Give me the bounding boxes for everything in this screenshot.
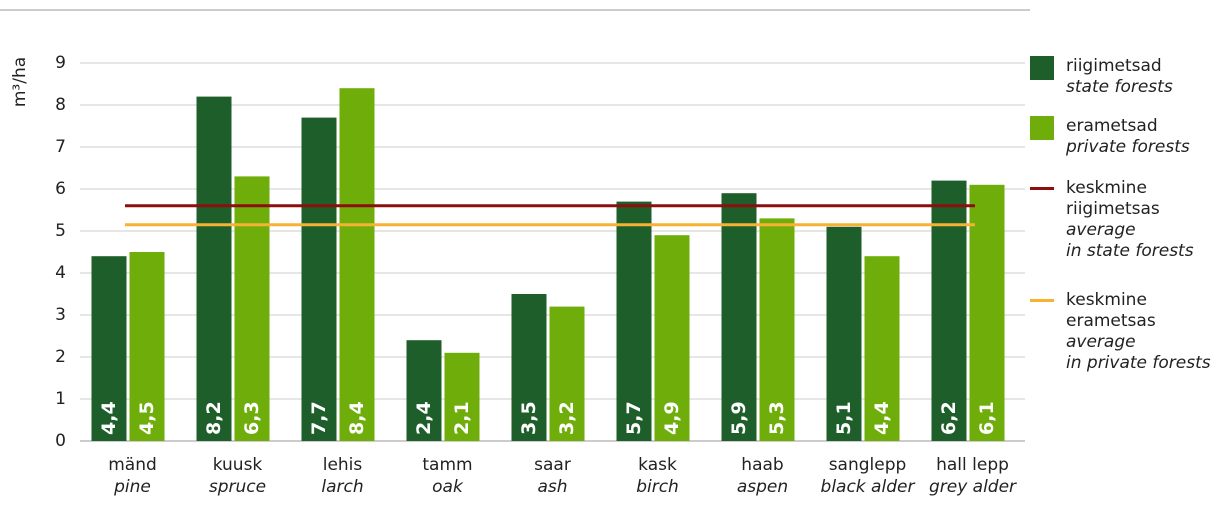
y-tick-label: 0 xyxy=(55,431,66,451)
x-tick-label: lehis xyxy=(323,455,363,475)
bar xyxy=(196,96,232,441)
x-tick-label-en: larch xyxy=(321,477,363,497)
value-label: 6,3 xyxy=(241,401,263,435)
bar xyxy=(444,352,480,441)
value-label: 3,2 xyxy=(556,401,578,435)
value-label: 8,4 xyxy=(346,401,368,435)
legend-label: keskmine riigimetsas xyxy=(1066,178,1160,219)
bar xyxy=(969,184,1005,442)
bar xyxy=(654,235,690,441)
value-label: 4,4 xyxy=(98,401,120,435)
x-tick-label-en: spruce xyxy=(209,477,266,497)
bar xyxy=(864,256,900,441)
legend-label-en: average in private forests xyxy=(1066,332,1211,373)
bar xyxy=(406,340,442,441)
bar xyxy=(129,252,165,441)
legend-text: keskmine riigimetsas average in state for… xyxy=(1066,178,1194,262)
legend-text: riigimetsad state forests xyxy=(1066,56,1173,98)
x-tick-label: sanglepp xyxy=(829,455,907,475)
value-label: 4,9 xyxy=(661,401,683,435)
x-tick-label-en: grey alder xyxy=(929,477,1017,497)
y-tick-label: 2 xyxy=(55,347,66,367)
value-label: 8,2 xyxy=(203,401,225,435)
bar xyxy=(91,256,127,441)
bar xyxy=(721,193,757,441)
x-tick-label: kask xyxy=(638,455,677,475)
x-tick-label: mänd xyxy=(108,455,157,475)
x-tick-label: kuusk xyxy=(213,455,263,475)
legend-label: keskmine erametsas xyxy=(1066,290,1156,331)
value-label: 5,9 xyxy=(728,401,750,435)
y-tick-label: 6 xyxy=(55,179,66,199)
value-label: 7,7 xyxy=(308,401,330,435)
legend-label-en: private forests xyxy=(1066,137,1190,157)
y-tick-label: 3 xyxy=(55,305,66,325)
legend-text: erametsad private forests xyxy=(1066,116,1190,158)
legend-label: riigimetsad xyxy=(1066,56,1162,76)
value-label: 6,1 xyxy=(976,401,998,435)
bar xyxy=(301,117,337,441)
legend-item: erametsad private forests xyxy=(1030,116,1190,158)
bar xyxy=(759,218,795,441)
legend-label-en: state forests xyxy=(1066,77,1173,97)
bar xyxy=(616,201,652,441)
value-label: 3,5 xyxy=(518,401,540,435)
y-axis-label: m³/ha xyxy=(10,57,30,107)
legend-item: keskmine erametsas average in private for… xyxy=(1030,290,1211,374)
legend-swatch xyxy=(1030,56,1054,80)
legend-item: keskmine riigimetsas average in state for… xyxy=(1030,178,1194,262)
bar xyxy=(234,176,270,441)
value-label: 5,3 xyxy=(766,401,788,435)
value-label: 5,1 xyxy=(833,401,855,435)
y-tick-label: 5 xyxy=(55,221,66,241)
value-label: 4,4 xyxy=(871,401,893,435)
legend-text: keskmine erametsas average in private for… xyxy=(1066,290,1211,374)
value-label: 6,2 xyxy=(938,401,960,435)
y-tick-label: 4 xyxy=(55,263,66,283)
value-label: 5,7 xyxy=(623,401,645,435)
y-tick-label: 7 xyxy=(55,137,66,157)
x-tick-label: saar xyxy=(534,455,571,475)
y-tick-label: 9 xyxy=(55,53,66,73)
legend-label-en: average in state forests xyxy=(1066,220,1194,261)
x-tick-label-en: black alder xyxy=(821,477,916,497)
y-tick-label: 1 xyxy=(55,389,66,409)
legend-item: riigimetsad state forests xyxy=(1030,56,1173,98)
y-tick-label: 8 xyxy=(55,95,66,115)
bar xyxy=(339,88,375,441)
legend-line xyxy=(1030,187,1054,190)
bar xyxy=(511,294,547,441)
x-tick-label-en: aspen xyxy=(737,477,788,497)
bar xyxy=(549,306,585,441)
value-label: 4,5 xyxy=(136,401,158,435)
value-label: 2,4 xyxy=(413,401,435,435)
x-tick-label-en: birch xyxy=(636,477,679,497)
legend-line xyxy=(1030,299,1054,302)
legend-swatch xyxy=(1030,116,1054,140)
legend-label: erametsad xyxy=(1066,116,1158,136)
x-tick-label-en: ash xyxy=(537,477,567,497)
x-tick-label: tamm xyxy=(422,455,472,475)
x-tick-label: haab xyxy=(741,455,783,475)
x-tick-label-en: oak xyxy=(432,477,464,497)
x-tick-label-en: pine xyxy=(113,477,151,497)
value-label: 2,1 xyxy=(451,401,473,435)
bar xyxy=(826,226,862,441)
x-tick-label: hall lepp xyxy=(936,455,1009,475)
